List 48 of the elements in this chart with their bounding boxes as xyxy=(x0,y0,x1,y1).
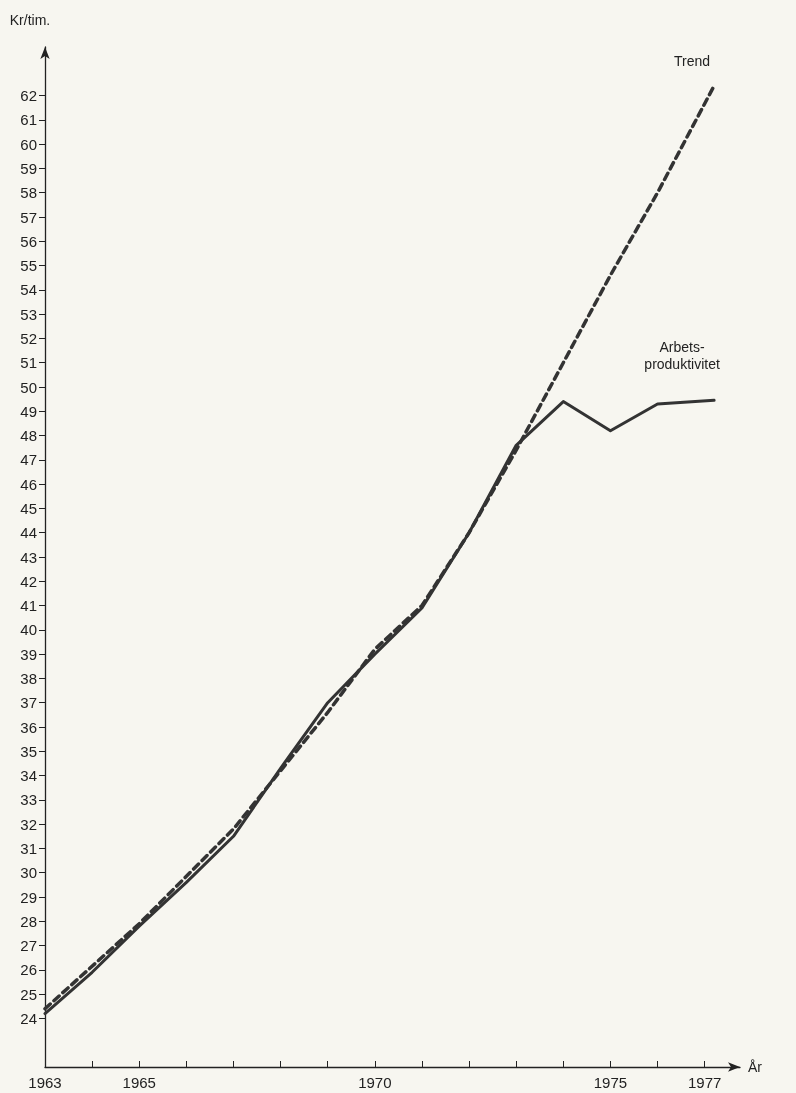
y-tick-label: 25 xyxy=(20,985,37,1003)
y-tick-label: 39 xyxy=(20,645,37,663)
y-tick-label: 51 xyxy=(20,354,37,372)
y-tick-label: 27 xyxy=(20,937,37,955)
x-tick-label: 1965 xyxy=(122,1074,156,1091)
y-tick-label: 43 xyxy=(20,548,37,566)
y-tick-label: 46 xyxy=(20,475,37,493)
x-tick-label: 1970 xyxy=(358,1074,392,1091)
y-tick-label: 38 xyxy=(20,669,37,687)
y-tick-label: 35 xyxy=(20,742,37,760)
x-tick-label: 1977 xyxy=(687,1074,722,1091)
y-tick-label: 24 xyxy=(20,1009,37,1027)
y-tick-label: 34 xyxy=(20,767,37,785)
series-label: Trend xyxy=(674,52,711,69)
y-tick-label: 36 xyxy=(20,718,37,736)
y-tick-label: 42 xyxy=(20,572,37,590)
x-tick-label: 1975 xyxy=(593,1074,628,1091)
y-tick-label: 30 xyxy=(20,864,37,882)
y-tick-label: 54 xyxy=(20,281,37,299)
y-tick-label: 41 xyxy=(20,597,37,615)
y-tick-label: 28 xyxy=(20,912,37,930)
y-tick-label: 44 xyxy=(20,524,37,542)
y-tick-label: 47 xyxy=(20,451,37,469)
y-tick-label: 37 xyxy=(20,694,37,712)
y-tick-label: 56 xyxy=(20,232,37,250)
y-tick-label: 32 xyxy=(20,815,37,833)
y-tick-label: 40 xyxy=(20,621,37,639)
y-tick-label: 55 xyxy=(20,257,37,275)
y-tick-label: 45 xyxy=(20,499,37,517)
y-tick-label: 33 xyxy=(20,791,37,809)
y-tick-label: 29 xyxy=(20,888,37,906)
x-tick-label: 1963 xyxy=(28,1074,62,1091)
y-tick-label: 31 xyxy=(20,839,37,857)
y-axis-title: Kr/tim. xyxy=(9,12,51,28)
y-tick-label: 52 xyxy=(20,329,37,347)
y-tick-label: 57 xyxy=(20,208,37,226)
text: Arbets- produktivitet xyxy=(644,338,720,372)
y-tick-label: 49 xyxy=(20,402,37,420)
y-tick-label: 59 xyxy=(20,159,37,177)
y-tick-label: 50 xyxy=(20,378,37,396)
y-tick-label: 58 xyxy=(20,184,37,202)
y-tick-label: 61 xyxy=(20,111,37,129)
y-tick-label: 62 xyxy=(20,87,37,105)
y-tick-label: 26 xyxy=(20,961,37,979)
y-tick-label: 48 xyxy=(20,427,37,445)
x-axis-title: År xyxy=(748,1059,763,1075)
y-tick-label: 60 xyxy=(20,135,37,153)
y-tick-label: 53 xyxy=(20,305,37,323)
